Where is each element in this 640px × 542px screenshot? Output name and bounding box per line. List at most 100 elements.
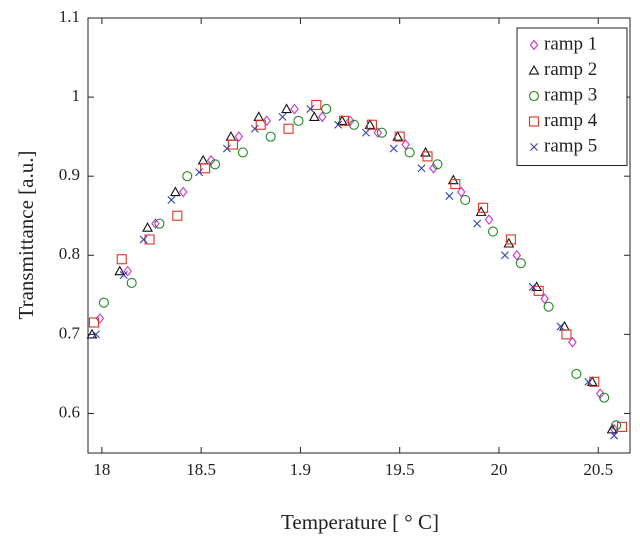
point: [478, 202, 489, 213]
point: [339, 115, 350, 126]
point: [533, 285, 544, 296]
point: [123, 265, 133, 277]
point: [422, 151, 433, 162]
point: [265, 131, 276, 142]
point: [475, 206, 487, 216]
point: [571, 368, 582, 379]
point: [253, 111, 265, 122]
point: [290, 103, 299, 115]
point: [225, 131, 237, 141]
plot-frame: [87, 17, 631, 454]
point: [429, 162, 438, 174]
point: [445, 191, 454, 200]
x-axis-label: Temperature [ ° C]: [281, 510, 439, 534]
point: [308, 111, 320, 122]
y-tick-label: 0.9: [59, 165, 80, 184]
point: [142, 221, 153, 232]
point: [500, 251, 509, 260]
point: [293, 115, 304, 126]
point: [376, 127, 387, 138]
legend-marker: [528, 116, 540, 127]
point: [317, 111, 327, 123]
point: [389, 144, 398, 153]
point: [222, 144, 231, 153]
legend-label: ramp 2: [544, 59, 597, 80]
point: [139, 235, 148, 244]
point: [126, 277, 137, 289]
point: [278, 112, 287, 121]
point: [611, 420, 622, 431]
point: [88, 317, 100, 328]
point: [262, 115, 271, 127]
point: [144, 234, 155, 245]
x-tick-label: 18: [93, 460, 110, 479]
point: [98, 297, 109, 308]
point: [169, 186, 181, 197]
point: [617, 421, 628, 432]
point: [432, 159, 443, 170]
point: [119, 271, 128, 280]
point: [561, 329, 572, 340]
point: [334, 120, 343, 129]
legend-label: ramp 5: [544, 135, 597, 156]
point: [450, 179, 461, 190]
point: [589, 376, 600, 387]
point: [540, 293, 549, 305]
point: [114, 265, 126, 276]
point: [255, 119, 266, 130]
point: [151, 218, 160, 230]
point: [373, 127, 383, 139]
y-tick-label: 0.6: [59, 402, 80, 421]
point: [556, 322, 565, 331]
legend-box: [516, 27, 628, 166]
point: [154, 218, 165, 229]
point: [227, 139, 238, 150]
point: [394, 131, 405, 142]
legend-label: ramp 3: [544, 84, 597, 105]
point: [311, 99, 322, 111]
point: [281, 103, 292, 114]
x-tick-label: 20.5: [583, 460, 613, 479]
point: [568, 336, 577, 348]
legend-label: ramp 1: [544, 33, 597, 54]
point: [512, 249, 522, 261]
x-tick-label: 18.5: [186, 460, 216, 479]
y-tick-label: 1: [72, 86, 81, 105]
point: [95, 313, 105, 324]
point: [543, 301, 554, 312]
point: [348, 119, 360, 130]
point: [404, 147, 415, 158]
point: [116, 254, 127, 265]
point: [610, 431, 619, 440]
legend-marker: [529, 39, 539, 51]
y-tick-label: 1.1: [59, 7, 80, 26]
point: [283, 123, 294, 134]
y-tick-label: 0.7: [59, 323, 81, 342]
legend-label: ramp 4: [544, 110, 598, 131]
y-axis-label: Transmittance [a.u.]: [14, 151, 38, 320]
point: [210, 159, 221, 170]
point: [364, 119, 376, 129]
point: [456, 186, 466, 198]
point: [528, 282, 537, 291]
x-tick-label: 1.9: [290, 460, 311, 479]
point: [178, 186, 188, 198]
legend-marker: [530, 143, 538, 151]
point: [197, 154, 209, 165]
point: [237, 147, 248, 158]
point: [167, 195, 176, 204]
point: [515, 258, 526, 269]
point: [195, 168, 204, 177]
y-tick-label: 0.8: [59, 244, 80, 263]
point: [172, 210, 183, 221]
point: [584, 377, 593, 386]
point: [417, 164, 426, 173]
point: [487, 226, 499, 237]
point: [503, 237, 515, 248]
x-tick-label: 19.5: [385, 460, 415, 479]
point: [234, 131, 244, 143]
point: [200, 163, 211, 174]
point: [91, 330, 100, 339]
point: [366, 119, 377, 130]
